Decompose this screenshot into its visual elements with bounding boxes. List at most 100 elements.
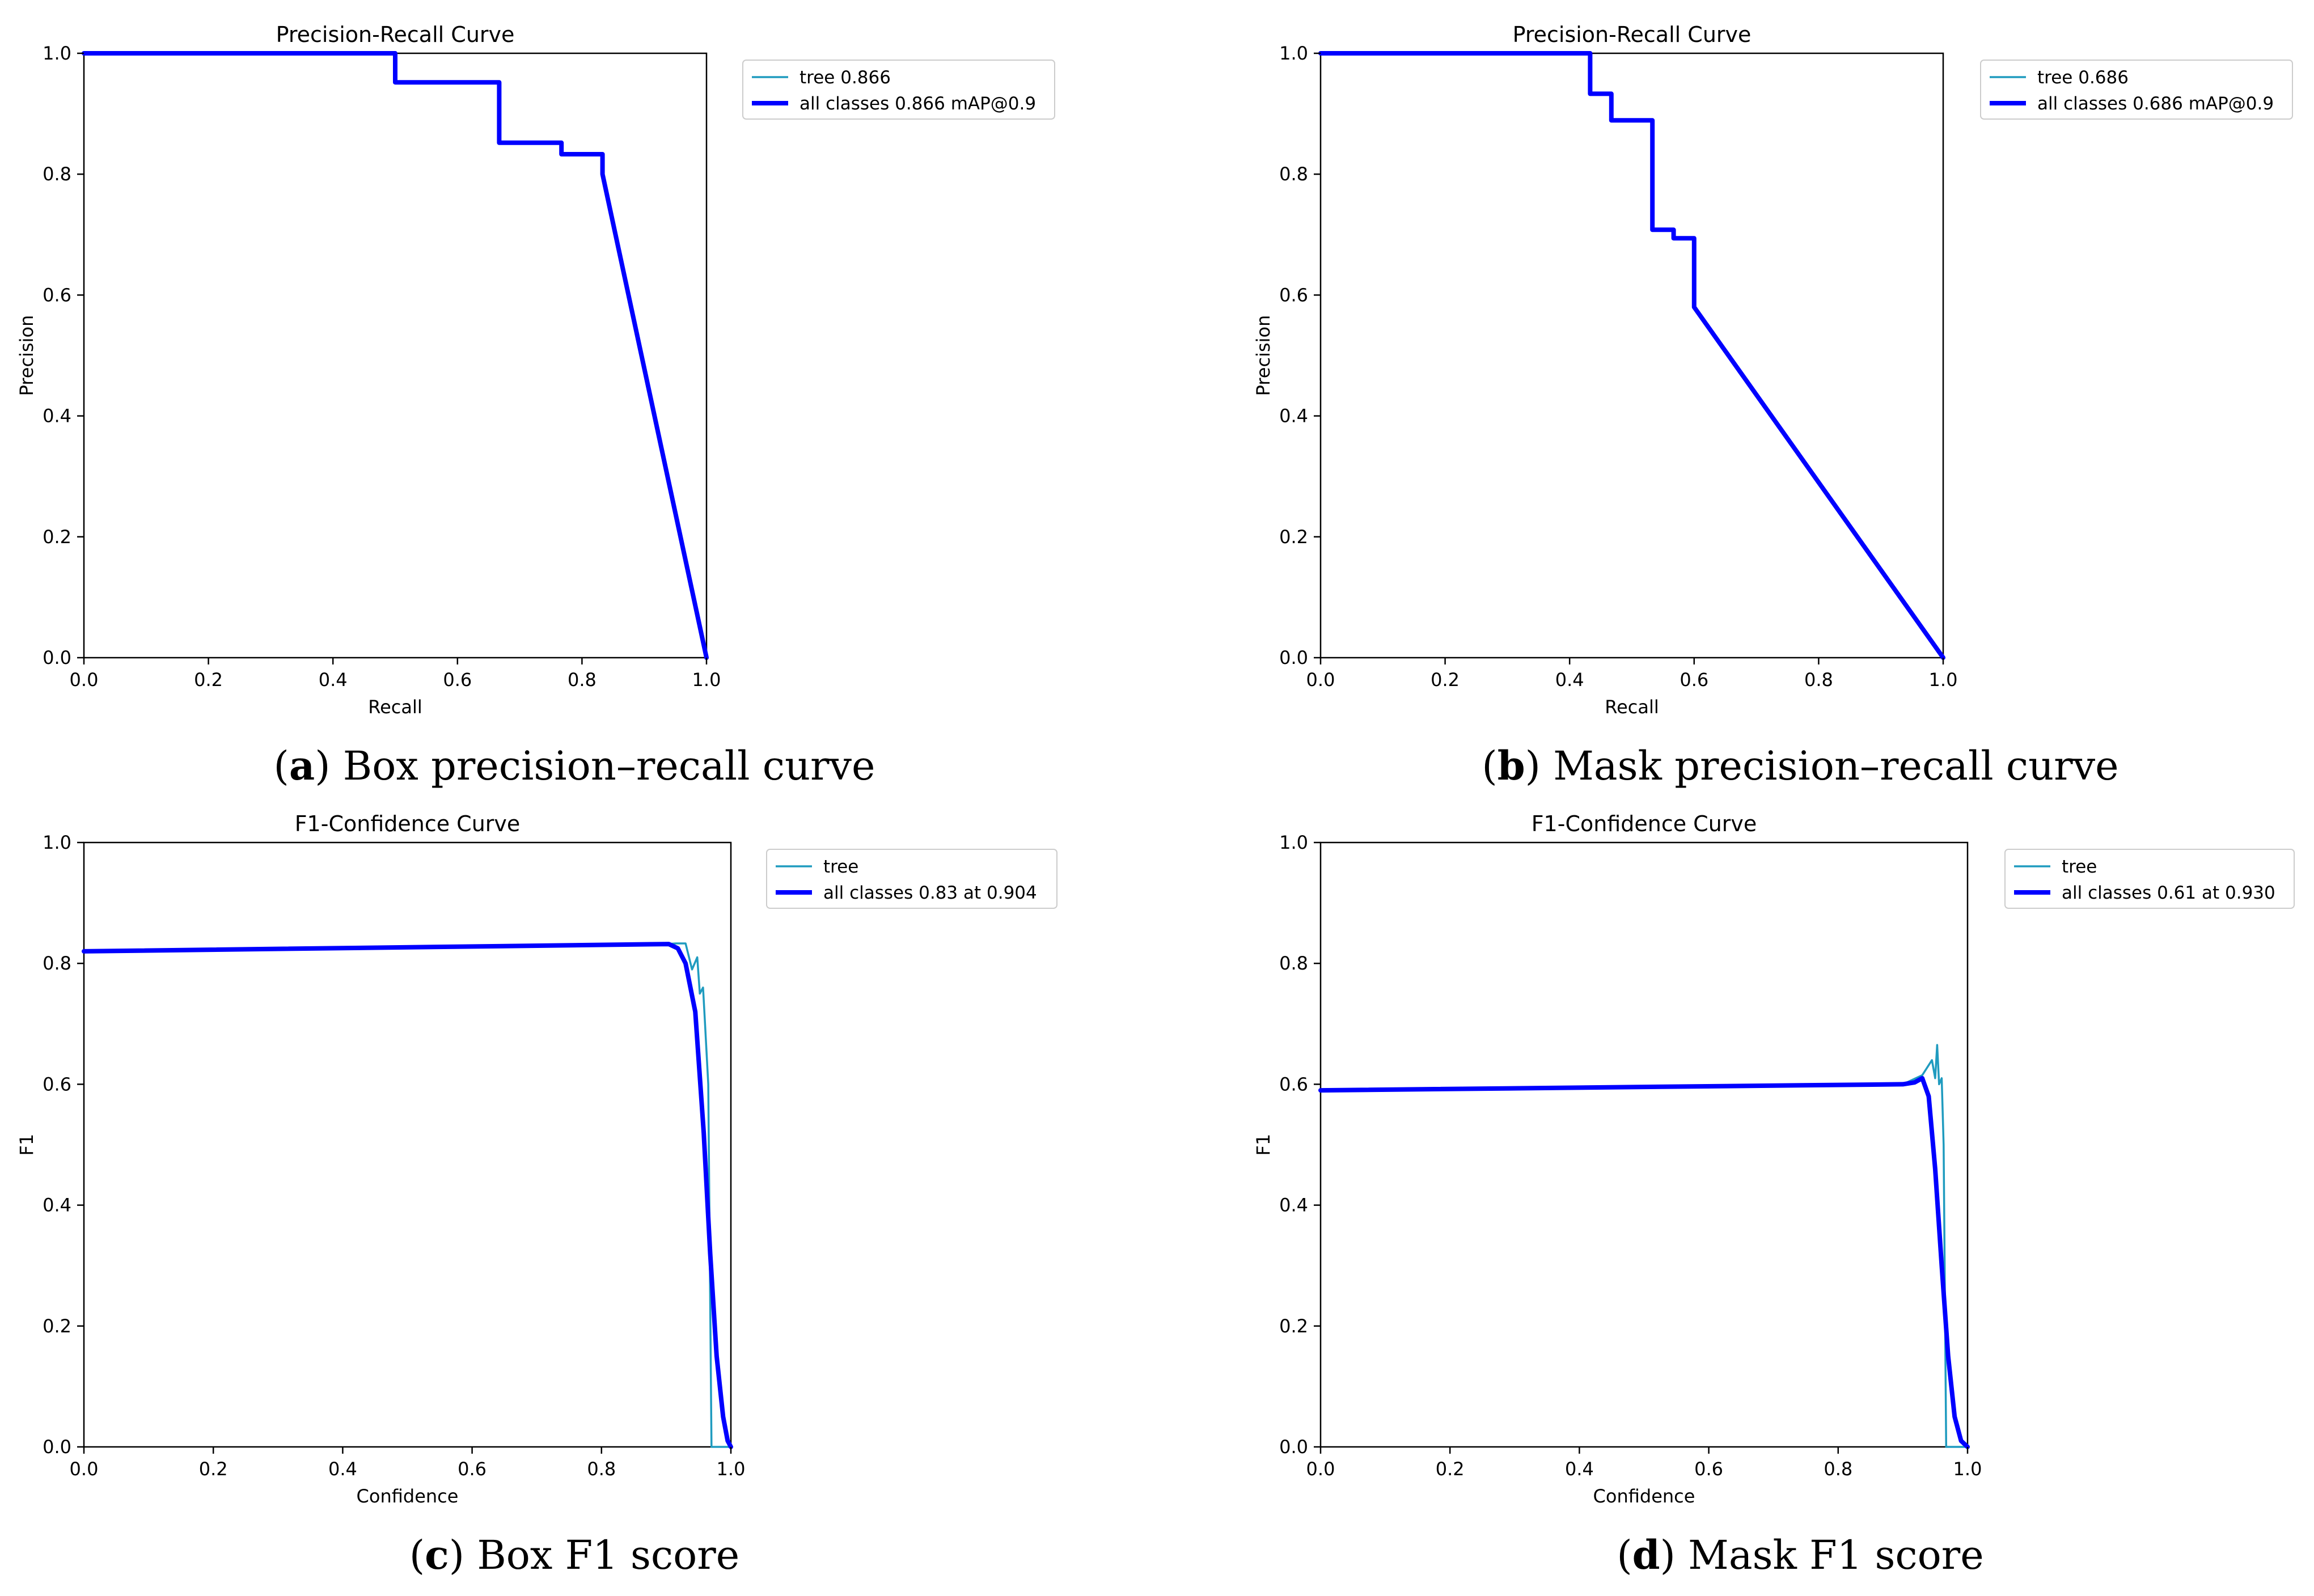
y-tick-label: 0.6	[1279, 284, 1308, 306]
caption-letter: d	[1632, 1531, 1660, 1578]
legend-box	[742, 60, 1055, 120]
y-axis-label: F1	[16, 1134, 37, 1156]
figure-caption: (c) Box F1 score	[409, 1531, 739, 1578]
y-axis-label: Precision	[16, 315, 37, 396]
series-line-all-classes	[1318, 51, 1945, 660]
caption-text: Box precision–recall curve	[343, 743, 875, 789]
caption-letter: a	[289, 742, 315, 789]
y-tick-label: 0.2	[43, 526, 71, 548]
legend-label: tree 0.686	[2037, 67, 2129, 88]
x-tick-label: 0.0	[70, 1458, 99, 1480]
x-tick-label: 1.0	[1953, 1458, 1982, 1480]
series-line-tree	[1319, 52, 1944, 659]
chart-title: Precision-Recall Curve	[1513, 22, 1752, 47]
chart-title: F1-Confidence Curve	[1532, 811, 1757, 836]
y-tick-label: 0.4	[1279, 405, 1308, 427]
x-tick-label: 0.0	[70, 669, 99, 691]
series-line-all-classes	[1318, 1076, 1970, 1449]
caption-letter: b	[1497, 742, 1525, 789]
legend-label: all classes 0.61 at 0.930	[2062, 883, 2275, 903]
x-axis-label: Confidence	[1593, 1485, 1695, 1507]
legend-box	[766, 849, 1057, 909]
x-tick-label: 0.4	[319, 669, 348, 691]
y-tick-label: 0.6	[1279, 1073, 1308, 1095]
plot-frame	[1319, 841, 1969, 1448]
y-tick-label: 0.8	[1279, 952, 1308, 974]
legend-label: tree	[2062, 857, 2097, 877]
x-tick-label: 0.6	[1680, 669, 1708, 691]
chart-d: 0.0 0.2 0.4 0.6 0.8 1.0 0.0 0.2 0.4 0.6 0.8 1.0 F1-C…	[1253, 811, 2295, 1578]
x-tick-label: 0.0	[1306, 669, 1335, 691]
legend-box	[1980, 60, 2293, 120]
y-tick-label: 1.0	[43, 43, 71, 64]
y-tick-label: 0.4	[43, 1195, 71, 1216]
x-tick-label: 1.0	[717, 1458, 746, 1480]
y-tick-label: 0.4	[43, 405, 71, 427]
x-tick-label: 0.4	[1565, 1458, 1594, 1480]
y-tick-label: 0.8	[43, 952, 71, 974]
figure-caption: (a) Box precision–recall curve	[274, 742, 875, 789]
y-tick-label: 0.8	[1279, 163, 1308, 185]
x-tick-label: 0.6	[458, 1458, 487, 1480]
y-tick-label: 0.4	[1279, 1195, 1308, 1216]
x-tick-label: 0.2	[1431, 669, 1460, 691]
legend-box	[2004, 849, 2295, 909]
chart-title: Precision-Recall Curve	[276, 22, 515, 47]
series-line-tree	[83, 52, 708, 659]
y-tick-label: 0.2	[1279, 1315, 1308, 1337]
x-tick-label: 0.8	[568, 669, 597, 691]
plot-frame	[1319, 52, 1944, 659]
chart-b: 0.0 0.2 0.4 0.6 0.8 1.0 0.0 0.2 0.4 0.6 0.8 1.0 Prec…	[1253, 22, 2293, 789]
y-tick-label: 0.6	[43, 1073, 71, 1095]
y-tick-label: 0.8	[43, 163, 71, 185]
x-tick-label: 0.4	[328, 1458, 357, 1480]
y-tick-label: 1.0	[1279, 832, 1308, 853]
x-tick-label: 0.6	[1694, 1458, 1723, 1480]
x-tick-label: 0.6	[443, 669, 472, 691]
legend-label: all classes 0.866 mAP@0.9	[799, 94, 1036, 114]
x-tick-label: 0.8	[1804, 669, 1833, 691]
chart-a: 0.0 0.2 0.4 0.6 0.8 1.0 0.0 0.2 0.4 0.6 0.8 1.0 Prec…	[16, 22, 1055, 789]
y-tick-label: 0.2	[1279, 526, 1308, 548]
chart-title: F1-Confidence Curve	[295, 811, 521, 836]
x-tick-label: 0.2	[199, 1458, 228, 1480]
series-line-tree	[1319, 1044, 1969, 1448]
plot-frame	[83, 52, 708, 659]
caption-letter: c	[425, 1531, 449, 1578]
y-axis-label: F1	[1253, 1134, 1274, 1156]
x-axis-label: Confidence	[357, 1485, 459, 1507]
x-tick-label: 0.8	[587, 1458, 616, 1480]
figure-caption: (d) Mask F1 score	[1617, 1531, 1983, 1578]
x-tick-label: 0.2	[1436, 1458, 1465, 1480]
figure-caption: (b) Mask precision–recall curve	[1482, 742, 2118, 789]
y-axis-label: Precision	[1253, 315, 1274, 396]
y-tick-label: 0.6	[43, 284, 71, 306]
x-tick-label: 1.0	[1929, 669, 1958, 691]
caption-text: Box F1 score	[477, 1532, 739, 1578]
x-tick-label: 0.0	[1306, 1458, 1335, 1480]
x-tick-label: 0.4	[1555, 669, 1584, 691]
y-tick-label: 0.2	[43, 1315, 71, 1337]
plot-frame	[83, 841, 732, 1448]
y-tick-label: 0.0	[43, 647, 71, 668]
y-tick-label: 0.0	[1279, 647, 1308, 668]
y-tick-label: 1.0	[1279, 43, 1308, 64]
x-tick-label: 0.2	[194, 669, 223, 691]
caption-text: Mask F1 score	[1688, 1532, 1984, 1578]
x-tick-label: 0.8	[1824, 1458, 1852, 1480]
y-tick-label: 1.0	[43, 832, 71, 853]
y-tick-label: 0.0	[1279, 1436, 1308, 1458]
x-axis-label: Recall	[368, 696, 422, 718]
chart-c: 0.0 0.2 0.4 0.6 0.8 1.0 0.0 0.2 0.4 0.6 0.8 1.0 F1-C…	[16, 811, 1057, 1578]
series-line-tree	[83, 942, 732, 1448]
x-tick-label: 1.0	[692, 669, 721, 691]
y-tick-label: 0.0	[43, 1436, 71, 1458]
legend-label: tree 0.866	[799, 67, 891, 88]
legend-label: all classes 0.686 mAP@0.9	[2037, 94, 2274, 114]
legend-label: tree	[823, 857, 858, 877]
series-line-all-classes	[82, 942, 733, 1449]
series-line-all-classes	[82, 51, 709, 660]
x-axis-label: Recall	[1605, 696, 1659, 718]
caption-text: Mask precision–recall curve	[1553, 743, 2118, 789]
